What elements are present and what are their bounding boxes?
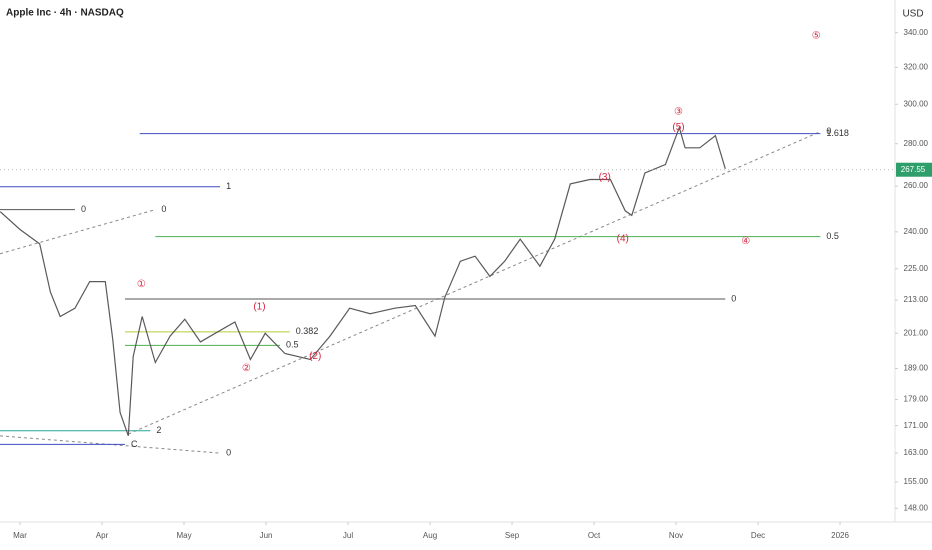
level-label: 0.382 [296, 326, 319, 336]
trendline-label: 0 [161, 204, 166, 214]
y-tick-label: 201.00 [904, 328, 929, 337]
last-price-tag [896, 162, 932, 177]
y-tick-label: 171.00 [904, 421, 929, 430]
wave-label: (1) [253, 302, 265, 313]
trendline [0, 209, 156, 255]
x-tick-label: Mar [13, 531, 27, 540]
y-tick-label: 320.00 [904, 62, 929, 71]
y-tick-label: 340.00 [904, 28, 929, 37]
wave-label: ③ [674, 107, 683, 118]
price-line [0, 125, 726, 436]
wave-label: ② [242, 363, 251, 374]
trendline-label: 0 [226, 447, 231, 457]
chart-title: Apple Inc · 4h · NASDAQ [6, 8, 124, 19]
currency[interactable]: USD [902, 9, 923, 20]
x-tick-label: Aug [423, 531, 437, 540]
y-tick-label: 155.00 [904, 477, 929, 486]
level-label: 0 [81, 204, 86, 214]
level-label: 1.618 [826, 128, 849, 138]
level-label: 0.5 [286, 340, 299, 350]
y-tick-label: 240.00 [904, 227, 929, 236]
wave-label: ① [137, 279, 146, 290]
wave-label: (5) [672, 122, 684, 133]
level-label: 0 [731, 293, 736, 303]
y-tick-label: 225.00 [904, 264, 929, 273]
y-tick-label: 260.00 [904, 181, 929, 190]
x-tick-label: May [176, 531, 191, 540]
wave-label: (2) [309, 351, 321, 362]
x-tick-label: Jul [343, 531, 353, 540]
y-tick-label: 213.00 [904, 295, 929, 304]
y-tick-label: 189.00 [904, 364, 929, 373]
y-tick-label: 280.00 [904, 139, 929, 148]
y-tick-label: 179.00 [904, 395, 929, 404]
last-price-label: 267.55 [901, 165, 926, 174]
trendline-label: 0 [826, 126, 831, 136]
level-label: 2 [156, 425, 161, 435]
x-tick-label: Apr [96, 531, 109, 540]
x-tick-label: Jun [260, 531, 273, 540]
x-tick-label: Nov [669, 531, 683, 540]
x-tick-label: Oct [588, 531, 601, 540]
level-label: C [131, 439, 138, 449]
y-tick-label: 148.00 [904, 503, 929, 512]
x-tick-label: 2026 [831, 531, 849, 540]
wave-label: ④ [741, 236, 750, 247]
y-tick-label: 163.00 [904, 448, 929, 457]
wave-label: (3) [599, 172, 611, 183]
x-tick-label: Sep [505, 531, 520, 540]
wave-label: ⑤ [812, 31, 821, 42]
y-tick-label: 300.00 [904, 99, 929, 108]
x-tick-label: Dec [751, 531, 765, 540]
wave-label: (4) [617, 234, 629, 245]
level-label: 1 [226, 181, 231, 191]
level-label: 0.5 [826, 231, 839, 241]
